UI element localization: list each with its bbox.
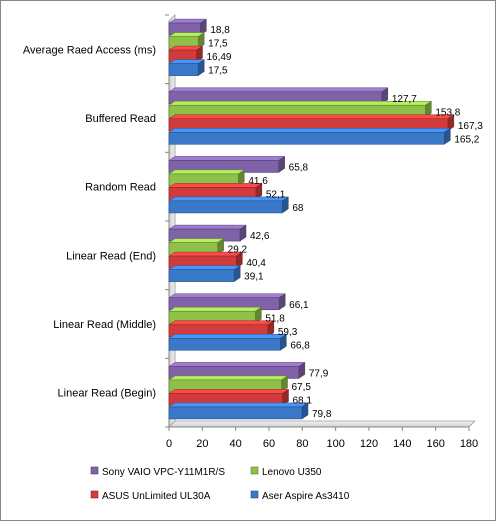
- data-label: 40,4: [246, 258, 266, 269]
- data-label: 77,9: [309, 368, 329, 379]
- x-tick-label: 40: [230, 438, 242, 450]
- legend-entry: Sony VAIO VPC-Y11M1R/S: [102, 467, 225, 478]
- legend-swatch: [90, 466, 99, 475]
- data-label: 65,8: [289, 162, 309, 173]
- data-label: 167,3: [458, 121, 483, 132]
- data-label: 68: [292, 203, 304, 214]
- data-label: 52,1: [266, 189, 286, 200]
- bar-top-face: [168, 87, 389, 92]
- legend-entry: Lenovo U350: [262, 467, 322, 478]
- bar-top-face: [168, 18, 208, 24]
- bar: [168, 337, 281, 351]
- bar-top-face: [168, 334, 288, 339]
- x-tick-label: 180: [460, 438, 478, 450]
- data-label: 16,49: [206, 52, 231, 63]
- bar: [168, 200, 283, 214]
- bar: [168, 269, 235, 282]
- category-label: Linear Read (Begin): [58, 388, 156, 400]
- x-tick-label: 120: [360, 438, 378, 450]
- data-label: 59,3: [278, 327, 298, 338]
- bar-top-face: [168, 114, 455, 119]
- x-tick-label: 100: [326, 438, 344, 450]
- legend-entry: Aser Aspire As3410: [262, 491, 350, 502]
- x-tick-label: 80: [296, 438, 308, 450]
- data-label: 67,5: [292, 382, 312, 393]
- x-tick-label: 140: [393, 438, 411, 450]
- data-label: 42,6: [250, 231, 270, 242]
- data-label: 127,7: [392, 94, 417, 105]
- bar-top-face: [168, 169, 246, 175]
- bar-top-face: [168, 389, 290, 394]
- bar-top-face: [168, 128, 452, 133]
- bar-top-face: [168, 265, 241, 270]
- data-label: 51,8: [265, 313, 285, 324]
- data-label: 68,1: [293, 395, 313, 406]
- bar-top-face: [168, 307, 263, 312]
- legend-swatch: [250, 490, 259, 499]
- bar-top-face: [168, 238, 225, 243]
- data-label: 18,8: [210, 25, 230, 36]
- legend-entry: ASUS UnLimited UL30A: [102, 491, 211, 502]
- data-label: 29,2: [228, 245, 248, 256]
- data-label: 66,8: [290, 340, 310, 351]
- bar-top-face: [168, 375, 289, 381]
- category-label: Buffered Read: [85, 113, 156, 125]
- bar-top-face: [168, 156, 286, 161]
- data-label: 17,5: [208, 39, 228, 50]
- bar-top-face: [168, 402, 309, 408]
- x-tick-label: 60: [263, 438, 275, 450]
- category-label: Linear Read (Middle): [53, 319, 156, 331]
- legend-swatch: [90, 490, 99, 499]
- x-tick-label: 20: [196, 438, 208, 450]
- bar: [168, 131, 445, 145]
- data-label: 17,5: [208, 66, 228, 77]
- x-tick-label: 0: [166, 438, 172, 450]
- chart-floor: [168, 420, 476, 428]
- bar-top-face: [168, 293, 286, 298]
- category-label: Random Read: [85, 182, 156, 194]
- bar-top-face: [168, 224, 247, 230]
- data-label: 79,8: [312, 409, 332, 420]
- bar-top-face: [168, 320, 275, 325]
- bar: [168, 406, 303, 420]
- legend-swatch: [250, 466, 259, 475]
- data-label: 165,2: [454, 134, 479, 145]
- x-tick-label: 160: [426, 438, 444, 450]
- data-label: 153,8: [435, 107, 460, 118]
- bar-top-face: [168, 362, 306, 367]
- bar: [168, 63, 199, 76]
- data-label: 39,1: [244, 272, 264, 283]
- data-label: 41,6: [248, 176, 268, 187]
- category-label: Linear Read (End): [66, 250, 156, 262]
- category-label: Average Raed Access (ms): [23, 44, 156, 56]
- data-label: 66,1: [289, 300, 309, 311]
